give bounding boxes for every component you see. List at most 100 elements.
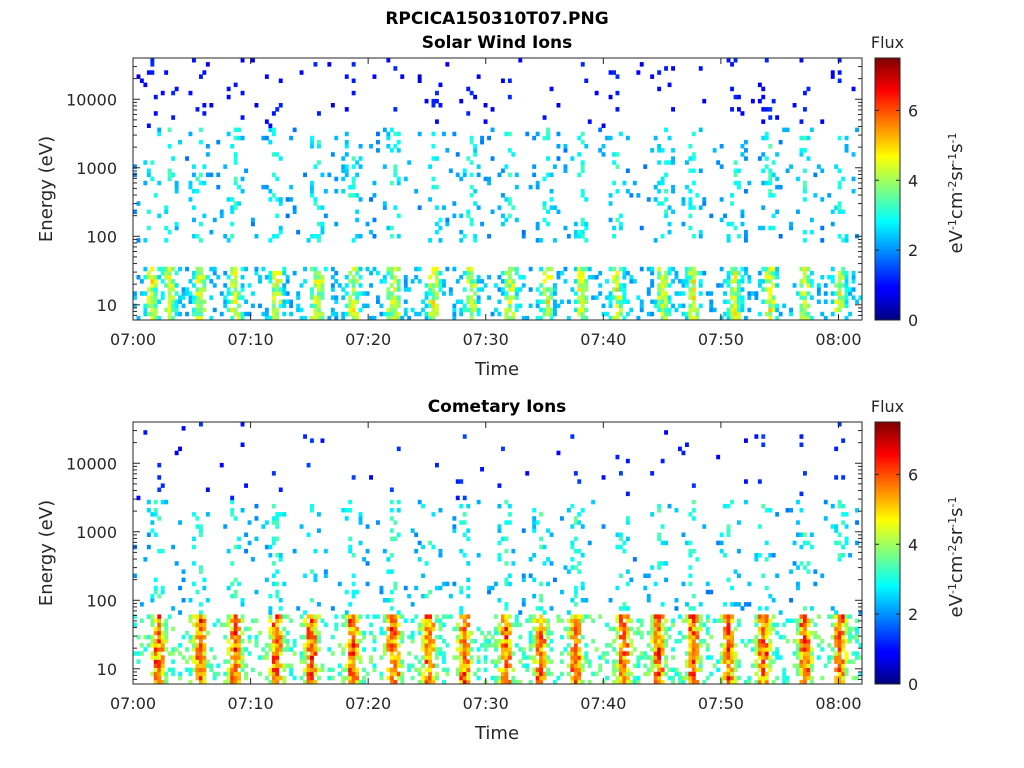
spectrogram-cell: [573, 266, 578, 272]
spectrogram-cell: [577, 663, 582, 668]
spectrogram-cell: [317, 303, 321, 309]
spectrogram-cell: [507, 94, 512, 100]
spectrogram-cell: [778, 311, 783, 317]
spectrogram-cell: [723, 647, 727, 652]
spectrogram-cell: [188, 197, 193, 202]
spectrogram-cell: [851, 626, 856, 632]
spectrogram-cell: [202, 618, 207, 623]
spectrogram-cell: [591, 295, 596, 300]
spectrogram-cell: [393, 630, 398, 636]
spectrogram-cell: [292, 127, 297, 133]
spectrogram-cell: [563, 647, 568, 652]
spectrogram-cell: [171, 287, 176, 292]
spectrogram-cell: [507, 647, 512, 652]
spectrogram-cell: [615, 279, 620, 284]
spectrogram-cell: [660, 283, 665, 288]
spectrogram-cell: [254, 643, 259, 648]
spectrogram-cell: [150, 291, 155, 296]
spectrogram-cell: [362, 634, 366, 640]
spectrogram-cell: [844, 512, 849, 517]
spectrogram-cell: [851, 189, 856, 194]
spectrogram-cell: [344, 152, 349, 157]
spectrogram-cell: [619, 287, 623, 292]
spectrogram-cell: [317, 139, 321, 145]
spectrogram-cell: [577, 307, 582, 313]
spectrogram-cell: [251, 667, 255, 673]
spectrogram-cell: [653, 651, 658, 656]
spectrogram-cell: [775, 270, 780, 276]
spectrogram-cell: [396, 234, 401, 239]
spectrogram-cell: [837, 303, 842, 309]
spectrogram-cell: [157, 180, 162, 186]
spectrogram-cell: [435, 307, 439, 313]
spectrogram-cell: [379, 675, 384, 681]
spectrogram-cell: [563, 225, 568, 231]
spectrogram-cell: [566, 651, 571, 656]
spectrogram-cell: [573, 675, 578, 681]
spectrogram-cell: [313, 626, 318, 632]
spectrogram-cell: [771, 225, 776, 231]
spectrogram-cell: [629, 618, 634, 623]
spectrogram-cell: [688, 303, 693, 309]
chart-title: Cometary Ions: [428, 397, 567, 417]
spectrogram-cell: [837, 639, 842, 644]
spectrogram-cell: [174, 450, 179, 456]
spectrogram-cell: [146, 634, 151, 640]
x-tick-label: 07:10: [228, 694, 274, 713]
spectrogram-cell: [317, 291, 321, 296]
spectrogram-cell: [348, 311, 353, 317]
spectrogram-cell: [837, 553, 842, 558]
spectrogram-cell: [341, 176, 346, 182]
spectrogram-cell: [438, 287, 443, 292]
spectrogram-cell: [570, 544, 575, 550]
spectrogram-cell: [667, 135, 672, 141]
spectrogram-cell: [733, 663, 738, 668]
spectrogram-cell: [469, 193, 474, 198]
spectrogram-cell: [334, 270, 339, 276]
spectrogram-cell: [237, 544, 241, 550]
spectrogram-cell: [671, 160, 675, 165]
spectrogram-cell: [809, 127, 814, 133]
spectrogram-cell: [233, 295, 238, 300]
spectrogram-cell: [393, 107, 398, 112]
spectrogram-cell: [771, 295, 776, 300]
spectrogram-cell: [452, 201, 457, 206]
spectrogram-cell: [462, 671, 467, 677]
spectrogram-cell: [393, 639, 398, 644]
spectrogram-cell: [421, 299, 425, 304]
spectrogram-cell: [851, 659, 856, 664]
spectrogram-cell: [389, 295, 394, 300]
spectrogram-cell: [580, 164, 585, 169]
spectrogram-cell: [619, 536, 623, 542]
spectrogram-cell: [799, 152, 804, 157]
spectrogram-cell: [167, 168, 172, 173]
spectrogram-cell: [410, 528, 415, 533]
spectrogram-cell: [664, 307, 668, 313]
spectrogram-cell: [271, 193, 276, 198]
spectrogram-cell: [358, 540, 363, 546]
spectrogram-cell: [282, 614, 287, 619]
spectrogram-cell: [580, 275, 585, 280]
spectrogram-cell: [490, 634, 495, 640]
spectrogram-cell: [351, 90, 356, 96]
spectrogram-cell: [535, 651, 540, 656]
spectrogram-cell: [396, 180, 401, 186]
spectrogram-cell: [233, 593, 238, 599]
spectrogram-cell: [528, 573, 533, 578]
spectrogram-cell: [730, 651, 734, 656]
spectrogram-cell: [473, 303, 478, 309]
spectrogram-cell: [396, 634, 401, 640]
spectrogram-cell: [167, 295, 172, 300]
spectrogram-cell: [355, 299, 360, 304]
spectrogram-cell: [733, 299, 738, 304]
spectrogram-cell: [303, 434, 307, 439]
spectrogram-cell: [844, 651, 849, 656]
spectrogram-cell: [351, 675, 356, 681]
spectrogram-cell: [542, 270, 547, 276]
spectrogram-cell: [733, 311, 738, 317]
spectrogram-cell: [757, 663, 762, 668]
spectrogram-cell: [678, 279, 682, 284]
spectrogram-cell: [556, 675, 561, 681]
spectrogram-cell: [667, 626, 672, 632]
spectrogram-cell: [278, 614, 283, 619]
